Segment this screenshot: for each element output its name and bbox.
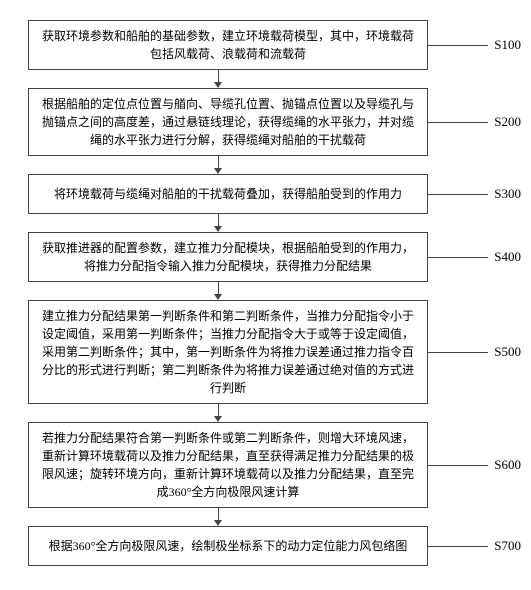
step-text: 根据船舶的定位点位置与艏向、导缆孔位置、抛锚点位置以及导缆孔与抛锚点之间的高度差… bbox=[42, 97, 414, 147]
step-row-s100: 获取环境参数和船舶的基础参数，建立环境载荷模型，其中，环境载荷包括风载荷、浪载荷… bbox=[10, 20, 521, 70]
connector-line bbox=[428, 45, 488, 46]
connector: S600 bbox=[428, 457, 521, 473]
step-box-s400: 获取推进器的配置参数，建立推力分配模块，根据船舶受到的作用力，将推力分配指令输入… bbox=[28, 232, 428, 282]
flowchart-container: 获取环境参数和船舶的基础参数，建立环境载荷模型，其中，环境载荷包括风载荷、浪载荷… bbox=[0, 0, 531, 586]
step-box-s500: 建立推力分配结果第一判断条件和第二判断条件，当推力分配指令小于设定阈值，采用第一… bbox=[28, 300, 428, 404]
step-text: 将环境载荷与缆绳对船舶的干扰载荷叠加，获得船舶受到的作用力 bbox=[54, 187, 402, 201]
connector: S300 bbox=[428, 186, 521, 202]
step-label-s500: S500 bbox=[494, 344, 521, 360]
step-box-s100: 获取环境参数和船舶的基础参数，建立环境载荷模型，其中，环境载荷包括风载荷、浪载荷… bbox=[28, 20, 428, 70]
step-box-s600: 若推力分配结果符合第一判断条件或第二判断条件，则增大环境风速，重新计算环境载荷以… bbox=[28, 422, 428, 508]
connector-line bbox=[428, 465, 488, 466]
connector: S500 bbox=[428, 344, 521, 360]
arrow-down bbox=[0, 70, 474, 88]
arrow-down bbox=[0, 214, 474, 232]
arrow-down bbox=[0, 508, 474, 526]
connector-line bbox=[428, 546, 488, 547]
connector: S700 bbox=[428, 538, 521, 554]
step-row-s300: 将环境载荷与缆绳对船舶的干扰载荷叠加，获得船舶受到的作用力 S300 bbox=[10, 174, 521, 214]
connector-line bbox=[428, 194, 488, 195]
step-label-s100: S100 bbox=[494, 37, 521, 53]
arrow-down bbox=[0, 282, 474, 300]
connector-line bbox=[428, 122, 488, 123]
connector: S200 bbox=[428, 114, 521, 130]
step-row-s500: 建立推力分配结果第一判断条件和第二判断条件，当推力分配指令小于设定阈值，采用第一… bbox=[10, 300, 521, 404]
step-text: 根据360°全方向极限风速，绘制极坐标系下的动力定位能力风包络图 bbox=[49, 539, 408, 553]
step-label-s300: S300 bbox=[494, 186, 521, 202]
connector: S400 bbox=[428, 249, 521, 265]
step-box-s700: 根据360°全方向极限风速，绘制极坐标系下的动力定位能力风包络图 bbox=[28, 526, 428, 566]
step-text: 建立推力分配结果第一判断条件和第二判断条件，当推力分配指令小于设定阈值，采用第一… bbox=[42, 309, 414, 395]
step-text: 获取推进器的配置参数，建立推力分配模块，根据船舶受到的作用力，将推力分配指令输入… bbox=[42, 241, 414, 273]
arrow-down bbox=[0, 156, 474, 174]
connector: S100 bbox=[428, 37, 521, 53]
step-box-s300: 将环境载荷与缆绳对船舶的干扰载荷叠加，获得船舶受到的作用力 bbox=[28, 174, 428, 214]
step-row-s400: 获取推进器的配置参数，建立推力分配模块，根据船舶受到的作用力，将推力分配指令输入… bbox=[10, 232, 521, 282]
step-box-s200: 根据船舶的定位点位置与艏向、导缆孔位置、抛锚点位置以及导缆孔与抛锚点之间的高度差… bbox=[28, 88, 428, 156]
connector-line bbox=[428, 257, 488, 258]
step-row-s600: 若推力分配结果符合第一判断条件或第二判断条件，则增大环境风速，重新计算环境载荷以… bbox=[10, 422, 521, 508]
step-row-s200: 根据船舶的定位点位置与艏向、导缆孔位置、抛锚点位置以及导缆孔与抛锚点之间的高度差… bbox=[10, 88, 521, 156]
step-label-s600: S600 bbox=[494, 457, 521, 473]
step-label-s200: S200 bbox=[494, 114, 521, 130]
step-row-s700: 根据360°全方向极限风速，绘制极坐标系下的动力定位能力风包络图 S700 bbox=[10, 526, 521, 566]
arrow-down bbox=[0, 404, 474, 422]
connector-line bbox=[428, 352, 488, 353]
step-text: 获取环境参数和船舶的基础参数，建立环境载荷模型，其中，环境载荷包括风载荷、浪载荷… bbox=[42, 29, 414, 61]
step-label-s700: S700 bbox=[494, 538, 521, 554]
step-label-s400: S400 bbox=[494, 249, 521, 265]
step-text: 若推力分配结果符合第一判断条件或第二判断条件，则增大环境风速，重新计算环境载荷以… bbox=[42, 431, 414, 499]
